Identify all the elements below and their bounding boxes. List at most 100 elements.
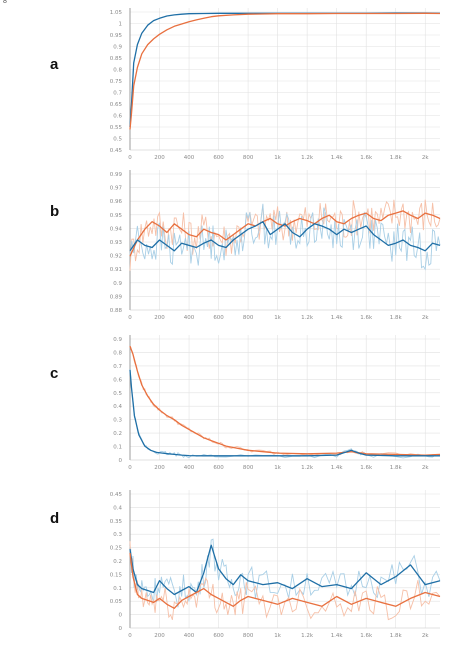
y-tick-label: 0 bbox=[119, 613, 123, 619]
y-tick-label: 0 bbox=[119, 626, 123, 632]
panel-label-d: d bbox=[50, 510, 60, 527]
figure-number: 8 bbox=[3, 0, 7, 5]
x-tick-label: 1.2k bbox=[301, 465, 314, 471]
x-tick-label: 1k bbox=[274, 315, 281, 321]
x-tick-label: 2k bbox=[422, 315, 429, 321]
series-blue-raw-line bbox=[129, 538, 441, 608]
x-tick-label: 1.8k bbox=[390, 155, 403, 161]
y-tick-label: 0.5 bbox=[113, 391, 122, 397]
x-tick-label: 200 bbox=[154, 155, 165, 161]
y-tick-label: 0.4 bbox=[113, 505, 122, 511]
y-tick-label: 0.9 bbox=[113, 337, 122, 343]
x-tick-label: 1.4k bbox=[331, 155, 344, 161]
series-orange-raw-line bbox=[129, 541, 441, 621]
y-tick-label: 0.97 bbox=[110, 186, 123, 192]
x-tick-label: 0 bbox=[128, 465, 132, 471]
y-tick-label: 0.93 bbox=[110, 240, 123, 246]
x-tick-label: 200 bbox=[154, 465, 165, 471]
x-tick-label: 2k bbox=[422, 633, 429, 639]
y-tick-label: 0.35 bbox=[110, 519, 123, 525]
x-tick-label: 1.6k bbox=[360, 633, 373, 639]
y-tick-label: 0 bbox=[119, 458, 123, 464]
y-tick-label: 0.6 bbox=[113, 114, 122, 120]
x-tick-label: 1.2k bbox=[301, 315, 314, 321]
x-tick-label: 200 bbox=[154, 633, 165, 639]
x-tick-label: 600 bbox=[213, 155, 224, 161]
series-blue-line bbox=[129, 369, 440, 457]
y-tick-label: 1 bbox=[119, 22, 123, 28]
y-tick-label: 0.99 bbox=[110, 172, 123, 178]
series-orange-line bbox=[129, 553, 441, 609]
y-tick-label: 0.3 bbox=[113, 532, 122, 538]
x-tick-label: 600 bbox=[213, 465, 224, 471]
x-tick-label: 600 bbox=[213, 315, 224, 321]
x-tick-label: 400 bbox=[184, 465, 195, 471]
x-tick-label: 2k bbox=[422, 155, 429, 161]
y-tick-label: 0.7 bbox=[113, 91, 122, 97]
y-tick-label: 0.75 bbox=[110, 79, 123, 85]
x-tick-label: 1k bbox=[274, 633, 281, 639]
panel-label-b: b bbox=[50, 203, 60, 220]
y-tick-label: 0.25 bbox=[110, 546, 123, 552]
y-tick-label: 0.55 bbox=[110, 125, 123, 131]
y-tick-label: 0.89 bbox=[110, 294, 123, 300]
x-tick-label: 1k bbox=[274, 465, 281, 471]
y-tick-label: 0.1 bbox=[113, 586, 122, 592]
y-tick-label: 0.3 bbox=[113, 418, 122, 424]
x-tick-label: 0 bbox=[128, 315, 132, 321]
y-tick-label: 0.91 bbox=[110, 267, 122, 273]
y-tick-label: 0.2 bbox=[113, 431, 122, 437]
y-tick-label: 0.45 bbox=[110, 492, 123, 498]
x-tick-label: 400 bbox=[184, 633, 195, 639]
series-blue-raw-line bbox=[129, 203, 441, 271]
x-tick-label: 200 bbox=[154, 315, 165, 321]
y-tick-label: 1.05 bbox=[110, 10, 123, 16]
series-orange-raw-line bbox=[129, 199, 441, 271]
x-tick-label: 800 bbox=[243, 633, 254, 639]
panel-label-a: a bbox=[50, 56, 59, 73]
x-tick-label: 600 bbox=[213, 633, 224, 639]
series-blue-line bbox=[129, 544, 441, 596]
y-tick-label: 0.9 bbox=[113, 45, 122, 51]
x-tick-label: 800 bbox=[243, 315, 254, 321]
y-tick-label: 0.95 bbox=[110, 213, 123, 219]
x-tick-label: 1.2k bbox=[301, 633, 314, 639]
y-tick-label: 0.88 bbox=[110, 308, 123, 314]
y-tick-label: 0.1 bbox=[113, 445, 122, 451]
x-tick-label: 1.8k bbox=[390, 633, 403, 639]
y-tick-label: 0.2 bbox=[113, 559, 122, 565]
x-tick-label: 1.6k bbox=[360, 155, 373, 161]
series-blue-line bbox=[129, 221, 441, 252]
x-tick-label: 1.4k bbox=[331, 315, 344, 321]
y-tick-label: 0.9 bbox=[113, 281, 122, 287]
x-tick-label: 2k bbox=[422, 465, 429, 471]
x-tick-label: 800 bbox=[243, 465, 254, 471]
y-tick-label: 0.4 bbox=[113, 404, 122, 410]
x-tick-label: 400 bbox=[184, 155, 195, 161]
x-tick-label: 0 bbox=[128, 633, 132, 639]
x-tick-label: 0 bbox=[128, 155, 132, 161]
panel-label-c: c bbox=[50, 365, 59, 382]
y-tick-label: 0.45 bbox=[110, 148, 123, 154]
series-orange-line bbox=[129, 12, 441, 130]
x-tick-label: 800 bbox=[243, 155, 254, 161]
y-tick-label: 0.94 bbox=[110, 226, 123, 232]
x-tick-label: 1.8k bbox=[390, 315, 403, 321]
x-tick-label: 400 bbox=[184, 315, 195, 321]
x-tick-label: 1.2k bbox=[301, 155, 314, 161]
y-tick-label: 0.92 bbox=[110, 254, 122, 260]
y-tick-label: 0.05 bbox=[110, 599, 123, 605]
y-tick-label: 0.65 bbox=[110, 102, 123, 108]
y-tick-label: 0.96 bbox=[110, 199, 123, 205]
y-tick-label: 0.8 bbox=[113, 350, 122, 356]
y-tick-label: 0.5 bbox=[113, 137, 122, 143]
y-tick-label: 0.85 bbox=[110, 56, 123, 62]
x-tick-label: 1.8k bbox=[390, 465, 403, 471]
series-orange-line bbox=[129, 210, 441, 257]
x-tick-label: 1.4k bbox=[331, 633, 344, 639]
y-tick-label: 0.15 bbox=[110, 572, 123, 578]
y-tick-label: 0.95 bbox=[110, 33, 123, 39]
